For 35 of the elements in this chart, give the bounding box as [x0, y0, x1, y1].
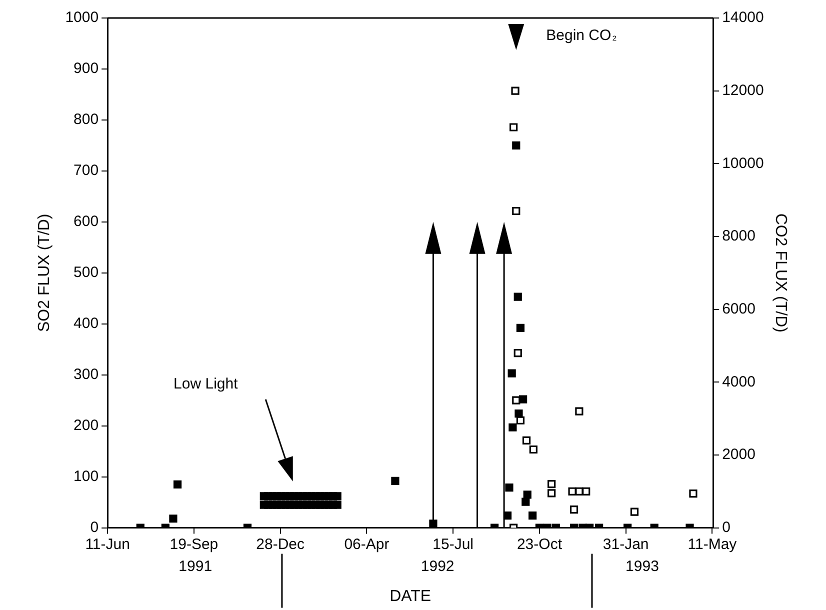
text: 1992 [420, 558, 454, 575]
y-tick-label: 500 [74, 264, 99, 282]
y2-tick-label: 14000 [722, 9, 764, 26]
y2-tick-label: 6000 [722, 300, 756, 318]
y2-tick-label: 8000 [722, 228, 756, 245]
y-tick-label: 700 [74, 162, 99, 180]
y-tick-label: 100 [74, 468, 99, 485]
x-tick-label: 31-Jan [602, 536, 649, 553]
y-axis-title: SO2 FLUX (T/D) [36, 214, 54, 332]
annotation: Begin CO₂ [546, 27, 618, 44]
y-tick-label: 300 [74, 366, 99, 383]
x-tick-label: 28-Dec [256, 536, 306, 553]
y-tick-label: 200 [74, 416, 99, 434]
x-tick-label: 11-May [688, 536, 738, 553]
text: 1991 [178, 558, 212, 575]
y2-axis-title: CO2 FLUX (T/D) [772, 213, 789, 332]
y2-tick-label: 12000 [722, 82, 764, 99]
y2-tick-label: 2000 [722, 446, 756, 464]
text: 1993 [626, 558, 659, 575]
y-tick-label: 400 [74, 315, 99, 332]
y-tick-label: 0 [90, 518, 99, 536]
y-tick-label: 900 [74, 60, 99, 78]
y-tick-label: 1000 [65, 9, 99, 26]
y-tick-label: 800 [74, 111, 99, 128]
y2-tick-label: 10000 [722, 154, 764, 172]
x-tick-label: 06-Apr [344, 536, 390, 553]
x-axis-title: DATE [390, 588, 432, 605]
annotation: Low Light [174, 376, 239, 393]
x-tick-label: 11-Jun [85, 536, 130, 553]
y2-tick-label: 0 [722, 518, 730, 536]
x-tick-label: 19-Sep [170, 536, 218, 553]
y2-tick-label: 4000 [722, 373, 756, 390]
x-tick-label: 15-Jul [432, 536, 474, 553]
x-tick-label: 23-Oct [516, 536, 563, 553]
y-tick-label: 600 [74, 213, 99, 230]
